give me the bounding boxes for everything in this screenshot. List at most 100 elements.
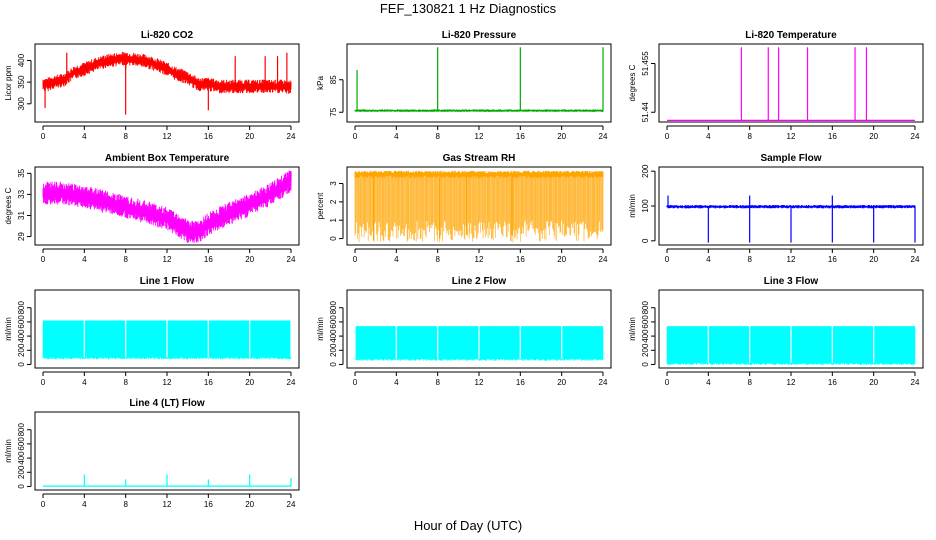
x-tick-label: 4 (82, 255, 87, 264)
panel-9: Line 4 (LT) Flow ml/min 0 4 8 12 16 20 24 0 200400… (4, 398, 300, 509)
x-tick-label: 24 (287, 500, 296, 509)
x-tick-label: 12 (475, 255, 484, 264)
series-band (42, 170, 292, 243)
panel-title: Li-820 CO2 (141, 30, 194, 41)
x-tick-label: 20 (557, 378, 566, 387)
y-tick-label: 200 (17, 343, 26, 357)
y-tick-label: 600 (329, 315, 338, 329)
y-tick-label: 85 (329, 75, 338, 84)
gap-line (436, 324, 439, 359)
panel-6: Line 1 Flow ml/min 0 4 8 12 16 20 24 0 20040060080… (4, 276, 300, 387)
panel-title: Li-820 Temperature (745, 30, 837, 41)
x-tick-label: 24 (287, 132, 296, 141)
y-tick-label: 600 (17, 315, 26, 329)
data-layer (43, 474, 292, 487)
x-tick-label: 8 (123, 500, 128, 509)
y-tick-label: 350 (17, 75, 26, 89)
data-layer (666, 195, 916, 243)
gap-line (748, 324, 751, 364)
y-tick-label: 800 (17, 301, 26, 315)
y-tick-label: 0 (17, 362, 26, 367)
series-line (43, 57, 291, 88)
y-axis-label: ml/min (4, 317, 13, 341)
y-tick-label: 31 (17, 210, 26, 219)
data-layer (667, 47, 915, 121)
gap-line (519, 324, 522, 359)
x-tick-label: 16 (516, 132, 525, 141)
y-tick-label: 400 (17, 329, 26, 343)
x-tick-label: 12 (475, 132, 484, 141)
x-tick-label: 0 (41, 378, 46, 387)
panel-1: Li-820 Pressure kPa 0 4 8 12 16 20 24 75 85 (316, 30, 612, 141)
rh-drops (354, 176, 604, 243)
gap-line (207, 318, 210, 358)
panel-title: Line 3 Flow (764, 276, 819, 287)
x-tick-label: 12 (163, 132, 172, 141)
y-tick-label: 0 (641, 362, 650, 367)
series-band (42, 51, 292, 94)
y-tick-label: 35 (17, 168, 26, 177)
x-tick-label: 0 (665, 378, 670, 387)
y-tick-label: 1 (329, 217, 338, 222)
gap-line (290, 318, 292, 358)
x-tick-label: 4 (706, 378, 711, 387)
x-tick-label: 16 (204, 500, 213, 509)
panel-3: Ambient Box Temperature degrees C 0 4 8 12 16 2… (4, 153, 300, 264)
x-tick-label: 8 (435, 132, 440, 141)
y-tick-label: 300 (17, 97, 26, 111)
gap-line (872, 324, 875, 364)
y-tick-label: 0 (17, 484, 26, 489)
y-tick-label: 400 (641, 329, 650, 343)
panel-title: Ambient Box Temperature (105, 153, 230, 164)
data-layer (42, 170, 292, 243)
x-tick-label: 4 (394, 378, 399, 387)
data-layer (354, 324, 604, 361)
plot-frame (346, 166, 612, 246)
y-axis-label: degrees C (4, 187, 13, 224)
x-tick-label: 16 (516, 378, 525, 387)
y-tick-label: 400 (329, 329, 338, 343)
x-tick-label: 4 (394, 132, 399, 141)
x-tick-label: 20 (869, 255, 878, 264)
gap-line (248, 318, 251, 358)
x-tick-label: 8 (123, 132, 128, 141)
x-tick-label: 0 (353, 378, 358, 387)
panel-title: Line 1 Flow (140, 276, 195, 287)
plot-frame (658, 166, 924, 246)
x-tick-label: 12 (163, 378, 172, 387)
x-tick-label: 8 (435, 378, 440, 387)
x-axis-title: Hour of Day (UTC) (413, 518, 523, 533)
gap-line (354, 324, 356, 359)
y-tick-label: 400 (17, 53, 26, 67)
y-tick-label: 200 (329, 343, 338, 357)
x-tick-label: 12 (163, 255, 172, 264)
x-tick-label: 24 (599, 378, 608, 387)
x-tick-label: 24 (599, 132, 608, 141)
gap-line (478, 324, 480, 359)
panel-7: Line 2 Flow ml/min 0 4 8 12 16 20 24 0 20040060080… (316, 276, 612, 387)
panel-0: Li-820 CO2 Licor ppm 0 4 8 12 16 20 24 300 350 400 (4, 30, 300, 141)
x-tick-label: 20 (557, 255, 566, 264)
data-layer (666, 324, 916, 366)
plot-frame (658, 289, 924, 369)
gap-line (83, 318, 86, 358)
x-tick-label: 16 (828, 255, 837, 264)
y-tick-label: 600 (17, 437, 26, 451)
x-tick-label: 16 (204, 255, 213, 264)
x-tick-label: 0 (41, 500, 46, 509)
x-tick-label: 0 (41, 132, 46, 141)
x-tick-label: 20 (869, 132, 878, 141)
x-tick-label: 20 (245, 500, 254, 509)
panel-title: Line 2 Flow (452, 276, 507, 287)
y-tick-label: 200 (641, 164, 650, 178)
x-tick-label: 20 (245, 255, 254, 264)
plot-frame (346, 289, 612, 369)
gap-line (560, 324, 563, 359)
y-tick-label: 2 (329, 199, 338, 204)
panel-title: Line 4 (LT) Flow (129, 398, 205, 409)
x-tick-label: 4 (82, 378, 87, 387)
plot-frame (34, 166, 300, 246)
x-tick-label: 24 (911, 378, 920, 387)
plot-frame (34, 411, 300, 491)
